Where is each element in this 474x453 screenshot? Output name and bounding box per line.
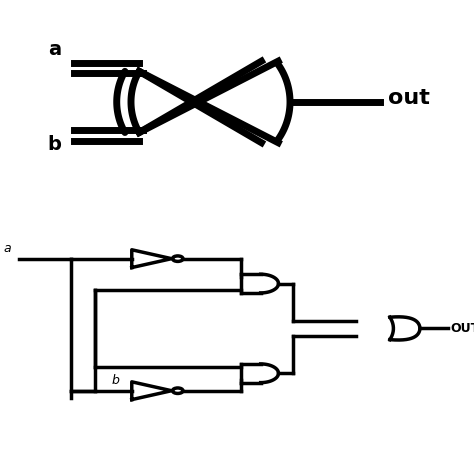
Text: b: b	[111, 374, 119, 387]
Text: a: a	[4, 242, 11, 255]
Text: out: out	[388, 88, 430, 108]
Text: OUT: OUT	[451, 322, 474, 335]
Text: b: b	[48, 135, 62, 154]
Text: a: a	[48, 40, 62, 59]
